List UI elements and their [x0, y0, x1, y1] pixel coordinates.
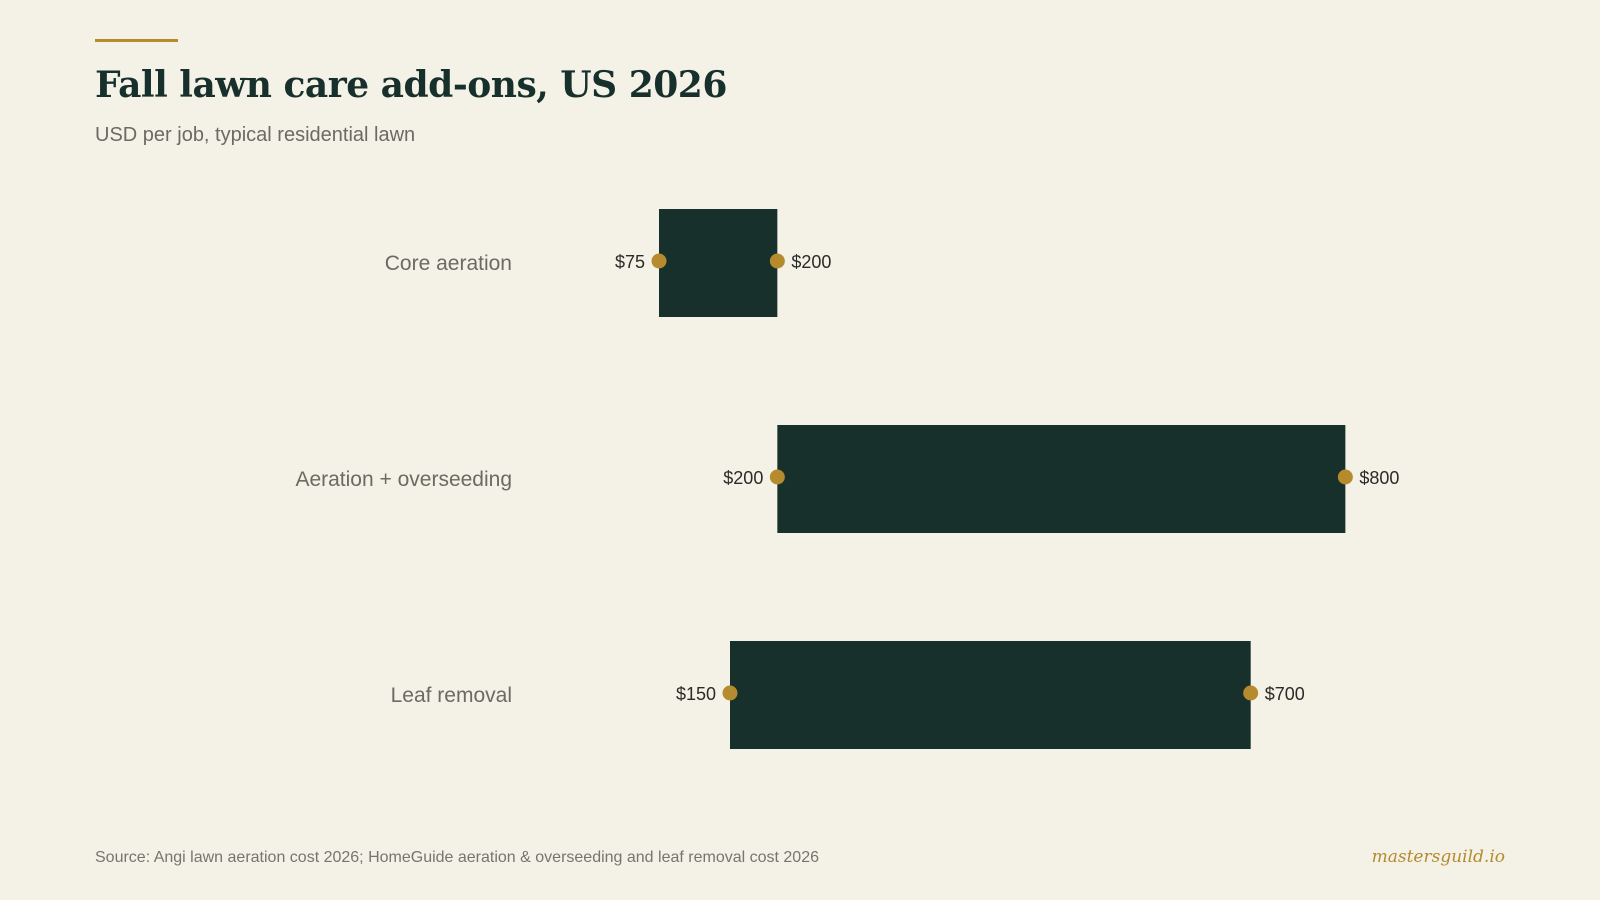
- chart-subtitle: USD per job, typical residential lawn: [95, 124, 416, 146]
- low-value-label: $200: [723, 468, 763, 488]
- accent-rule: [95, 39, 178, 42]
- high-marker: [769, 253, 785, 269]
- brand-logo: mastersguild.io: [1371, 847, 1505, 867]
- source-note: Source: Angi lawn aeration cost 2026; Ho…: [95, 849, 819, 866]
- category-label: Aeration + overseeding: [295, 468, 512, 491]
- high-value-label: $200: [791, 252, 831, 272]
- high-marker: [1337, 469, 1353, 485]
- category-label: Leaf removal: [391, 684, 512, 707]
- range-bar: [777, 425, 1346, 533]
- chart-title: Fall lawn care add-ons, US 2026: [95, 64, 727, 106]
- high-marker: [1243, 685, 1259, 701]
- low-value-label: $75: [615, 252, 645, 272]
- low-marker: [651, 253, 667, 269]
- low-marker: [769, 469, 785, 485]
- category-label: Core aeration: [385, 252, 512, 275]
- range-bar: [659, 209, 778, 317]
- high-value-label: $800: [1359, 468, 1399, 488]
- range-bar: [730, 641, 1251, 749]
- low-marker: [722, 685, 738, 701]
- low-value-label: $150: [676, 684, 716, 704]
- high-value-label: $700: [1265, 684, 1305, 704]
